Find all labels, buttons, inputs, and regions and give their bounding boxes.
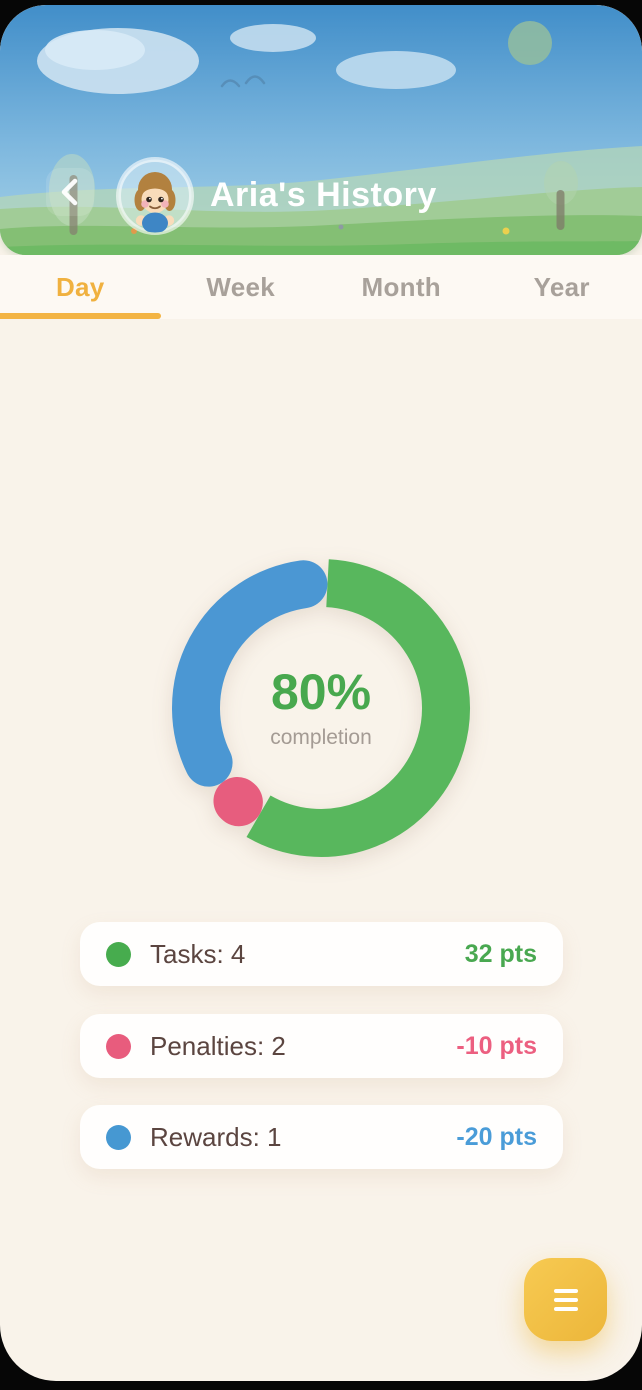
active-tab-indicator: [0, 313, 161, 319]
header: Aria's History: [0, 5, 642, 255]
screen: Aria's History Day Week Month Year 80% c…: [0, 5, 642, 1381]
tab-month[interactable]: Month: [321, 255, 482, 319]
rewards-points: -20 pts: [456, 1122, 537, 1151]
donut-segment-tasks: [246, 559, 470, 857]
trees: [49, 154, 578, 235]
avatar[interactable]: [115, 156, 195, 236]
completion-donut-chart: 80% completion: [171, 558, 471, 858]
donut-rings: [172, 559, 470, 857]
tab-day[interactable]: Day: [0, 255, 161, 319]
penalties-points: -10 pts: [456, 1031, 537, 1060]
menu-icon: [553, 1288, 578, 1311]
rewards-dot: [106, 1124, 131, 1150]
donut-segment-rewards: [172, 560, 328, 787]
tab-week[interactable]: Week: [161, 255, 322, 319]
tab-year[interactable]: Year: [482, 255, 642, 319]
tab-bar: Day Week Month Year: [0, 255, 642, 319]
rewards-card[interactable]: Rewards: 1 -20 pts: [80, 1105, 563, 1169]
sun-blob: [508, 21, 552, 65]
tasks-points: 32 pts: [464, 939, 537, 968]
birds-icon: [220, 75, 266, 88]
page-title: Aria's History: [210, 176, 437, 214]
tasks-card[interactable]: Tasks: 4 32 pts: [80, 922, 563, 986]
foreground-grass: [0, 241, 642, 255]
back-button[interactable]: [46, 168, 94, 216]
header-scene-illustration: [0, 5, 642, 255]
donut-segment-penalties: [213, 776, 263, 827]
menu-fab-button[interactable]: [524, 1258, 607, 1341]
child-avatar-icon: [116, 157, 194, 235]
penalties-card[interactable]: Penalties: 2 -10 pts: [80, 1014, 563, 1078]
chevron-left-icon: [61, 178, 78, 206]
penalties-label: Penalties: 2: [150, 1030, 286, 1061]
tasks-dot: [106, 941, 131, 967]
rewards-label: Rewards: 1: [150, 1121, 282, 1152]
penalties-dot: [106, 1033, 131, 1059]
clouds: [37, 24, 456, 94]
tasks-label: Tasks: 4: [150, 938, 246, 969]
